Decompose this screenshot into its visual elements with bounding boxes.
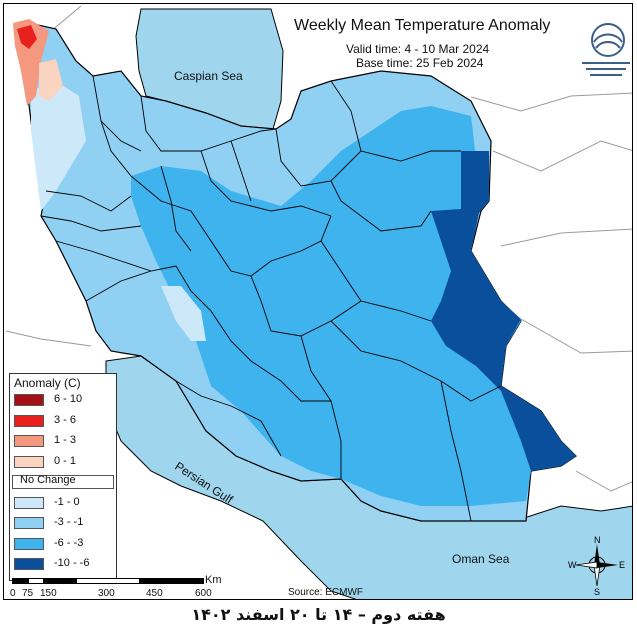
base-time: Base time: 25 Feb 2024 [356,56,484,70]
legend-label: -3 - -1 [54,516,84,528]
legend-label: 6 - 10 [54,393,83,405]
scale-tick-label: 75 [22,588,34,599]
legend-swatch [14,435,44,447]
scale-unit: Km [205,574,222,586]
legend: Anomaly (C) 6 - 10 3 - 6 1 - 3 0 - 1 No Chan… [9,373,117,581]
caspian-sea-label: Caspian Sea [174,69,243,83]
anomaly-zone-minus1-0-west[interactable] [31,81,86,211]
legend-item: No Change [12,474,116,491]
legend-swatch [12,475,114,489]
organization-logo [582,23,630,76]
scale-tick-label: 150 [40,588,57,599]
legend-item: -6 - -3 [14,536,116,553]
anomaly-zone-minus1-0-zagros[interactable] [161,286,206,341]
compass-w: W [568,560,577,570]
source-credit: Source: ECMWF [288,587,364,598]
legend-item: -10 - -6 [14,557,116,573]
anomaly-zone-minus10-minus6[interactable] [431,151,576,471]
persian-date-caption: هفته دوم – ۱۴ تا ۲۰ اسفند ۱۴۰۲ [191,605,446,624]
legend-swatch [14,414,44,427]
map-canvas[interactable] [4,4,633,600]
legend-item: -1 - 0 [14,495,116,512]
compass-n: N [594,535,601,545]
legend-label: -6 - -3 [54,536,84,549]
legend-item: 3 - 6 [14,413,116,430]
legend-swatch [14,517,44,529]
map-title: Weekly Mean Temperature Anomaly [294,17,551,34]
scale-segment [76,578,140,584]
anomaly-zone-3-6-northwest[interactable] [17,25,37,49]
legend-item: -3 - -1 [14,516,116,532]
oman-sea-label: Oman Sea [452,552,510,566]
scale-segment [12,578,28,584]
legend-swatch [14,496,44,509]
legend-swatch [14,537,44,550]
valid-time: Valid time: 4 - 10 Mar 2024 [346,42,490,56]
scale-segment [44,578,76,584]
legend-item: 0 - 1 [14,454,116,471]
scale-tick-label: 300 [98,588,115,599]
legend-label: No Change [20,474,76,486]
scale-tick-label: 600 [195,588,212,599]
compass-rose-icon: N S W E [568,535,625,596]
legend-label: 0 - 1 [54,454,77,467]
legend-label: 1 - 3 [54,434,77,446]
legend-item: 1 - 3 [14,434,116,450]
legend-label: -1 - 0 [54,495,80,508]
scale-bar: 0 75 150 300 450 600 Km [10,574,222,599]
map-frame: Weekly Mean Temperature Anomaly Valid ti… [3,3,633,600]
legend-swatch [14,558,44,570]
legend-swatch [14,455,44,468]
legend-swatch [14,394,44,406]
legend-item: 6 - 10 [14,393,116,409]
province-boundaries [40,75,502,522]
anomaly-zone-0-1-northwest[interactable] [39,59,63,101]
legend-label: 3 - 6 [54,413,77,426]
legend-label: -10 - -6 [54,557,90,569]
scale-tick-label: 0 [10,588,16,599]
compass-s: S [594,587,600,596]
compass-e: E [619,560,625,570]
scale-segment [28,578,44,584]
legend-title: Anomaly (C) [14,376,81,390]
scale-segment [140,578,204,584]
scale-tick-label: 450 [146,588,163,599]
